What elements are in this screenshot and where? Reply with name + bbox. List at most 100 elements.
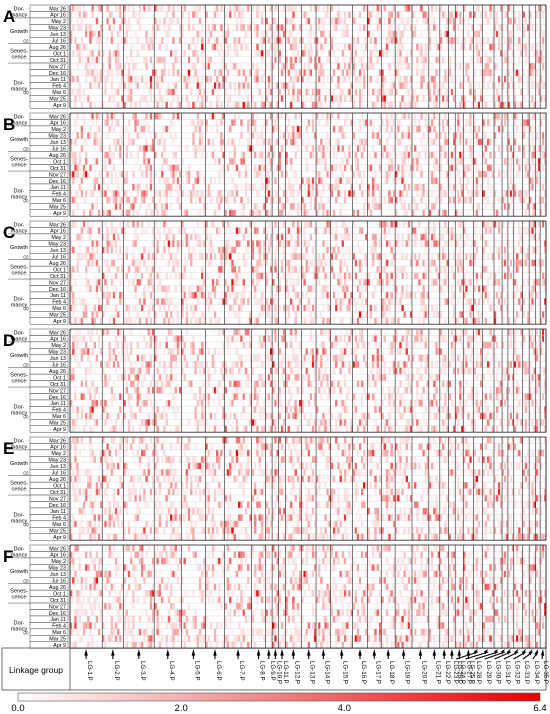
- heatmap-cell: [269, 24, 273, 31]
- heatmap-cell: [123, 5, 126, 12]
- heatmap-cell: [509, 113, 512, 120]
- heatmap-cell: [471, 253, 474, 260]
- heatmap-cell: [416, 17, 419, 25]
- heatmap-cell: [205, 88, 208, 96]
- heatmap-cell: [258, 203, 262, 210]
- heatmap-cell: [455, 132, 458, 139]
- heatmap-cell: [392, 132, 396, 139]
- heatmap-cell: [365, 272, 368, 280]
- heatmap-cell: [494, 209, 497, 217]
- heatmap-cell: [198, 196, 202, 204]
- heatmap-cell: [339, 177, 342, 185]
- heatmap-cell: [507, 37, 511, 44]
- heatmap-cell: [403, 63, 406, 70]
- heatmap-cell: [542, 37, 545, 44]
- heatmap-cell: [238, 88, 241, 96]
- panel-letter: B: [3, 115, 15, 134]
- heatmap-cell: [309, 43, 313, 51]
- heatmap-cell: [80, 69, 84, 77]
- heatmap-cell: [285, 259, 288, 267]
- heatmap-cell: [222, 266, 225, 273]
- heatmap-cell: [147, 37, 150, 44]
- heatmap-cell: [289, 221, 293, 228]
- heatmap-cell: [535, 101, 539, 109]
- heatmap-cell: [313, 183, 317, 191]
- heatmap-cell: [187, 164, 191, 172]
- heatmap-cell: [358, 11, 362, 18]
- heatmap-cell: [187, 50, 191, 57]
- heatmap-cell: [110, 119, 113, 126]
- heatmap-cell: [332, 50, 336, 57]
- heatmap-cell: [181, 272, 184, 280]
- heatmap-cell: [426, 119, 429, 126]
- heatmap-cell: [320, 291, 323, 299]
- heatmap-cell: [531, 138, 534, 146]
- heatmap-cell: [471, 101, 474, 109]
- heatmap-cell: [141, 11, 144, 18]
- heatmap-cell: [475, 209, 479, 217]
- heatmap-cell: [381, 311, 384, 318]
- heatmap-cell: [320, 17, 323, 25]
- heatmap-cell: [172, 113, 175, 120]
- heatmap-cell: [328, 221, 331, 228]
- heatmap-cell: [263, 227, 266, 234]
- heatmap-cell: [260, 171, 264, 178]
- heatmap-cell: [104, 82, 107, 89]
- heatmap-cell: [283, 246, 286, 254]
- heatmap-cell: [114, 177, 118, 185]
- heatmap-cell: [343, 151, 347, 159]
- heatmap-cell: [283, 24, 286, 31]
- heatmap-cell: [420, 5, 423, 12]
- heatmap-cell: [251, 246, 255, 254]
- heatmap-cell: [303, 69, 306, 77]
- heatmap-cell: [486, 63, 490, 70]
- heatmap-cell: [100, 24, 103, 31]
- heatmap-cell: [125, 95, 129, 102]
- heatmap-cell: [163, 240, 166, 247]
- heatmap-cell: [346, 279, 349, 286]
- heatmap-cell: [85, 279, 88, 286]
- heatmap-cell: [285, 196, 288, 204]
- heatmap-cell: [167, 285, 171, 293]
- heatmap-cell: [388, 304, 391, 312]
- heatmap-cell: [489, 69, 492, 77]
- heatmap-cell: [305, 266, 308, 273]
- heatmap-cell: [307, 266, 310, 273]
- heatmap-cell: [104, 119, 107, 126]
- heatmap-cell: [352, 221, 355, 228]
- heatmap-cell: [346, 11, 349, 18]
- heatmap-cell: [91, 177, 94, 185]
- heatmap-cell: [240, 24, 243, 31]
- heatmap-cell: [403, 158, 406, 165]
- heatmap-cell: [469, 298, 472, 305]
- heatmap-cell: [416, 151, 419, 159]
- heatmap-cell: [433, 113, 436, 120]
- heatmap-cell: [74, 190, 77, 197]
- heatmap-cell: [505, 11, 509, 18]
- heatmap-cell: [100, 279, 103, 286]
- heatmap-cell: [80, 138, 84, 146]
- heatmap-cell: [269, 56, 273, 64]
- heatmap-cell: [95, 5, 99, 12]
- heatmap-cell: [274, 221, 277, 228]
- heatmap-cell: [343, 164, 347, 172]
- heatmap-cell: [332, 311, 336, 318]
- heatmap-cell: [179, 69, 182, 77]
- heatmap-cell: [356, 317, 360, 325]
- heatmap-cell: [263, 183, 266, 191]
- heatmap-cell: [72, 88, 75, 96]
- heatmap-cell: [411, 101, 415, 109]
- heatmap-cell: [316, 209, 319, 217]
- heatmap-cell: [335, 11, 338, 18]
- heatmap-cell: [285, 171, 288, 178]
- heatmap-cell: [224, 317, 227, 325]
- heatmap-cell: [110, 30, 113, 38]
- heatmap-cell: [296, 132, 300, 139]
- heatmap-cell: [520, 75, 523, 83]
- heatmap-cell: [265, 285, 268, 293]
- heatmap-cell: [439, 164, 443, 172]
- heatmap-cell: [526, 119, 530, 126]
- heatmap-cell: [149, 75, 153, 83]
- heatmap-cell: [459, 190, 462, 197]
- heatmap-cell: [383, 233, 387, 241]
